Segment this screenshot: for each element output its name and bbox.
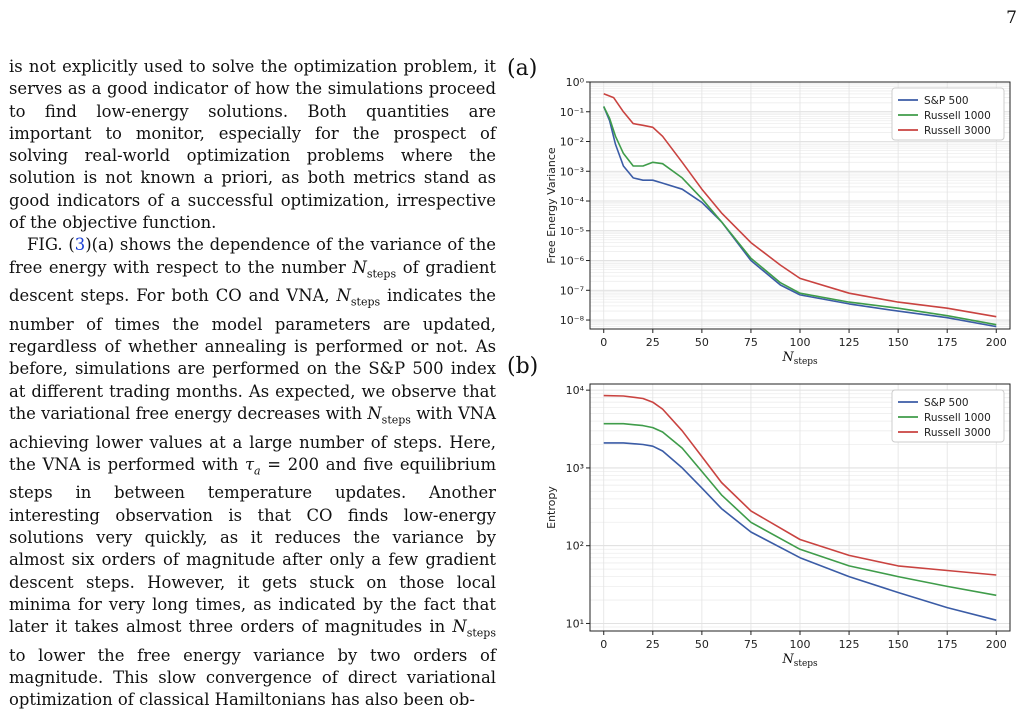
body-text-column: is not explicitly used to solve the opti…	[9, 56, 496, 712]
panel-label-a: (a)	[507, 56, 538, 81]
x-tick-label: 125	[839, 336, 860, 349]
y-tick-label: 10³	[566, 462, 584, 475]
panel-label-b: (b)	[507, 354, 539, 379]
x-tick-label: 100	[790, 336, 811, 349]
y-tick-label: 10⁻⁷	[560, 284, 584, 297]
series-line-russell-3000	[603, 394, 997, 576]
legend-box	[891, 87, 1005, 141]
legend-box	[891, 389, 1005, 443]
y-tick-label: 10⁻⁸	[560, 314, 585, 327]
x-tick-label: 125	[839, 638, 860, 651]
legend: S&P 500 Russell 1000 Russell 3000	[891, 389, 1005, 443]
series-line-s-p-500	[602, 106, 997, 328]
x-tick-label: 150	[888, 638, 909, 651]
legend-entry: Russell 3000	[924, 125, 991, 137]
x-axis-label: Nsteps	[781, 350, 818, 367]
x-tick-label: 100	[790, 638, 811, 651]
legend-entry: Russell 3000	[924, 427, 991, 439]
paragraph-2: FIG. (3)(a) shows the dependence of the …	[9, 234, 496, 711]
x-tick-label: 0	[600, 638, 607, 651]
y-tick-label: 10⁻⁴	[560, 195, 585, 208]
y-tick-label: 10²	[566, 540, 584, 553]
paragraph-1: is not explicitly used to solve the opti…	[9, 57, 496, 233]
legend-entry: S&P 500	[924, 95, 969, 107]
page-number: 7	[1006, 8, 1017, 28]
y-tick-label: 10⁻⁶	[560, 255, 585, 268]
x-tick-label: 150	[888, 336, 909, 349]
x-tick-label: 200	[986, 638, 1007, 651]
figure-ref-link[interactable]: 3	[74, 235, 86, 255]
y-axis-label: Free Energy Variance	[545, 147, 558, 264]
series-line-s-p-500	[603, 442, 997, 621]
y-tick-label: 10⁻¹	[560, 106, 584, 119]
y-tick-label: 10⁴	[566, 384, 585, 397]
y-tick-label: 10⁻²	[560, 136, 584, 149]
legend: S&P 500 Russell 1000 Russell 3000	[891, 87, 1005, 141]
x-axis-label: Nsteps	[781, 652, 818, 669]
series-line-russell-3000	[603, 93, 997, 318]
chart-entropy: 0 25 50 75 100 125 150 175 200 10⁴ 10³ 10² 10¹ Entrop…	[545, 383, 1011, 669]
paragraph-2-rest: )(a) shows the dependence of the varianc…	[9, 235, 496, 710]
x-tick-label: 25	[646, 336, 660, 349]
x-tick-label: 25	[646, 638, 660, 651]
x-tick-label: 75	[744, 638, 758, 651]
x-tick-label: 200	[986, 336, 1007, 349]
legend-entry: S&P 500	[924, 397, 969, 409]
y-tick-label: 10⁻⁵	[560, 225, 584, 238]
x-tick-label: 0	[600, 336, 607, 349]
x-tick-label: 175	[937, 336, 958, 349]
y-tick-label: 10⁻³	[560, 165, 584, 178]
x-tick-label: 75	[744, 336, 758, 349]
series-line-russell-1000	[602, 106, 997, 326]
chart-free-energy-variance: 0 25 50 75 100 125 150 175 200 10⁰ 10⁻¹ 10⁻² 10⁻³ 10⁻…	[545, 78, 1011, 367]
x-tick-label: 50	[695, 336, 709, 349]
x-tick-label: 50	[695, 638, 709, 651]
legend-entry: Russell 1000	[924, 110, 991, 122]
legend-entry: Russell 1000	[924, 412, 991, 424]
y-tick-label: 10¹	[566, 617, 584, 630]
y-tick-label: 10⁰	[566, 78, 585, 89]
y-axis-label: Entropy	[545, 486, 558, 529]
paragraph-2-start: FIG. (	[27, 235, 75, 255]
series-line-russell-1000	[603, 422, 997, 597]
x-tick-label: 175	[937, 638, 958, 651]
